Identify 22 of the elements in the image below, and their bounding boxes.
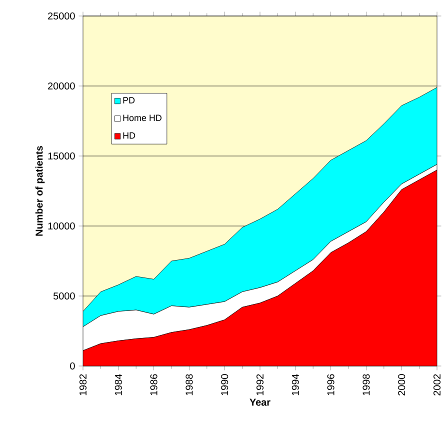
y-tick-label: 5000	[53, 292, 75, 300]
x-tick-label: 1986	[150, 374, 158, 396]
legend-label: PD	[123, 97, 135, 104]
x-tick-label: 1996	[327, 374, 334, 396]
y-tick-label: 25000	[48, 12, 75, 20]
y-tick-label: 0	[70, 362, 75, 370]
x-tick-label: 2000	[398, 374, 406, 396]
x-tick-label: 1994	[292, 374, 299, 396]
y-tick-label: 10000	[48, 222, 75, 230]
x-tick-label: 1992	[256, 374, 264, 396]
x-tick-label: 2002	[433, 374, 441, 396]
y-axis-title: Number of patients	[35, 146, 45, 236]
x-tick-label: 1998	[362, 374, 370, 396]
x-tick-label: 1990	[221, 374, 228, 396]
x-tick-label: 1988	[186, 374, 193, 396]
legend-label: HD	[123, 132, 136, 139]
x-tick-label: 1984	[114, 374, 122, 396]
y-tick-label: 15000	[48, 152, 75, 160]
x-tick-label: 1982	[79, 374, 87, 396]
y-tick-label: 20000	[48, 82, 75, 90]
x-axis-title: Year	[250, 398, 270, 406]
legend-label: Home HD	[123, 114, 162, 122]
